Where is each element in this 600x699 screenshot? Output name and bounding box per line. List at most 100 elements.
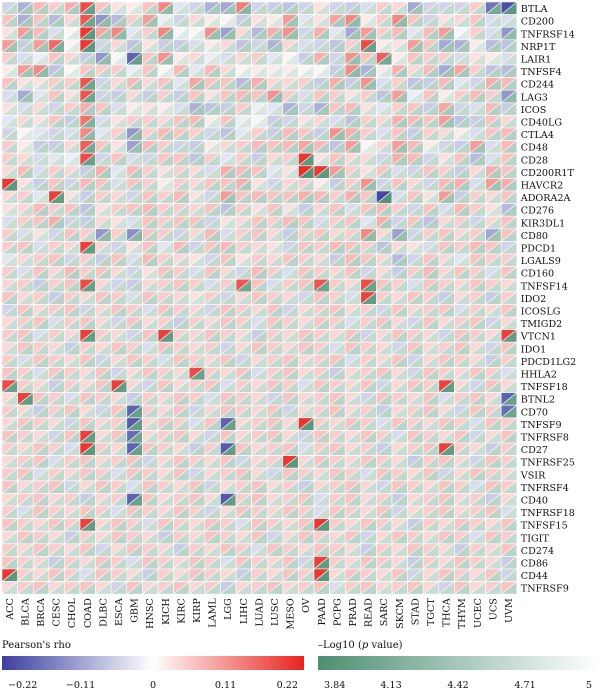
- cancer-label: PAAD: [317, 598, 328, 625]
- gene-label: CD70: [521, 407, 548, 418]
- gene-label: PDCD1LG2: [521, 357, 576, 368]
- gene-label: HHLA2: [521, 370, 557, 381]
- gene-label: TNFRSF9: [521, 584, 569, 595]
- cancer-labels: ACC BLCA BRCA CESC CHOL COAD DLBC ESCA GBM HNSC KI…: [5, 597, 515, 629]
- gene-label: CD244: [521, 80, 554, 91]
- gene-label: CD40LG: [521, 118, 562, 129]
- gene-label: BTLA: [521, 4, 549, 15]
- gene-label: CD44: [521, 571, 548, 582]
- cancer-label: UCEC: [473, 598, 484, 628]
- gene-label: CD274: [521, 546, 554, 557]
- rho-legend-ticks: −0.22 −0.11 0 0.11 0.22: [8, 680, 298, 691]
- p-legend-title: –Log10 (p value): [318, 640, 403, 651]
- gene-label: TIGIT: [521, 533, 550, 544]
- cancer-label: PRAD: [348, 598, 359, 627]
- cancer-label: THYM: [457, 598, 468, 629]
- gene-label: CD27: [521, 445, 548, 456]
- gene-label: LAG3: [521, 92, 548, 103]
- gene-label: TNFRSF14: [521, 29, 575, 40]
- gene-label: TNFRSF18: [521, 508, 575, 519]
- cancer-label: OV: [301, 597, 312, 613]
- gene-label: ICOS: [521, 105, 547, 116]
- p-legend-ticks: 3.84 4.13 4.42 4.71 5: [324, 680, 592, 691]
- legend-tick-label: 4.71: [514, 680, 535, 691]
- cancer-label: KIRP: [192, 598, 203, 623]
- legend-tick-label: 4.42: [447, 680, 468, 691]
- gene-label: CD86: [521, 559, 548, 570]
- gene-label: BTNL2: [521, 395, 555, 406]
- cancer-label: SARC: [379, 598, 390, 626]
- rho-legend: Pearson's rho −0.22 −0.11 0 0.11 0.22: [2, 640, 304, 691]
- gene-label: HAVCR2: [521, 181, 563, 192]
- cancer-label: CHOL: [67, 598, 78, 629]
- legend-tick-label: 4.13: [380, 680, 401, 691]
- cancer-label: BRCA: [36, 597, 47, 627]
- gene-label: CD28: [521, 155, 548, 166]
- p-legend-prefix: –Log10 (: [318, 640, 362, 651]
- rho-legend-title: Pearson's rho: [2, 640, 71, 651]
- p-colorbar: [318, 656, 598, 670]
- gene-label: CTLA4: [521, 130, 554, 141]
- pvalue-cell: [500, 580, 518, 595]
- legend-tick-label: 0: [150, 680, 156, 691]
- cancer-label: SKCM: [395, 598, 406, 629]
- rho-colorbar: [2, 656, 304, 670]
- cancer-label: ESCA: [114, 597, 125, 626]
- cancer-label: KIRC: [176, 598, 187, 624]
- cancer-label: THCA: [442, 597, 453, 627]
- cancer-label: LIHC: [239, 598, 250, 624]
- cancer-label: LAML: [208, 598, 219, 628]
- cancer-label: KICH: [161, 598, 172, 625]
- gene-label: ICOSLG: [521, 307, 561, 318]
- legend-tick-label: 0.22: [277, 680, 298, 691]
- cancer-label: LUSC: [270, 598, 281, 626]
- legend-tick-label: 3.84: [324, 680, 345, 691]
- gene-label: VTCN1: [520, 332, 556, 343]
- gene-label: TNFSF15: [521, 521, 568, 532]
- cancer-label: UVM: [504, 598, 515, 623]
- legend-tick-label: 5: [586, 680, 592, 691]
- p-legend-suffix: value): [368, 640, 402, 651]
- p-value-legend: –Log10 (p value) 3.84 4.13 4.42 4.71 5: [318, 640, 598, 691]
- gene-label: CD48: [521, 143, 548, 154]
- legend-tick-label: 0.11: [215, 680, 236, 691]
- gene-label: TNFSF18: [521, 382, 568, 393]
- cancer-label: COAD: [83, 598, 94, 628]
- p-legend-italic: p: [362, 640, 369, 651]
- gene-label: PDCD1: [521, 244, 556, 255]
- gene-label: CD200: [521, 17, 554, 28]
- gene-label: CD200R1T: [521, 168, 575, 179]
- cancer-label: TGCT: [426, 598, 437, 626]
- gene-label: TNFSF9: [521, 420, 562, 431]
- gene-label: TNFSF14: [521, 281, 568, 292]
- gene-label: LGALS9: [521, 256, 561, 267]
- gene-label: LAIR1: [521, 55, 551, 66]
- gene-label: VSIR: [520, 470, 546, 481]
- cancer-label: GBM: [130, 598, 141, 623]
- gene-label: CD40: [521, 496, 548, 507]
- heatmap-cells: [1, 1, 518, 595]
- cancer-label: STAD: [410, 598, 421, 625]
- gene-label: IDO2: [521, 294, 546, 305]
- cancer-label: LUAD: [254, 598, 265, 627]
- gene-label: TNFSF4: [521, 67, 562, 78]
- gene-label: IDO1: [521, 344, 546, 355]
- legend-tick-label: −0.22: [8, 680, 37, 691]
- gene-label: CD80: [521, 231, 548, 242]
- cancer-label: BLCA: [20, 597, 31, 626]
- gene-label: CD160: [521, 269, 554, 280]
- gene-label: CD276: [521, 206, 554, 217]
- cancer-label: ACC: [5, 598, 16, 621]
- cancer-label: HNSC: [145, 598, 156, 629]
- cancer-label: MESO: [286, 598, 297, 629]
- gene-label: KIR3DL1: [521, 218, 565, 229]
- gene-label: NRP1T: [521, 42, 556, 53]
- gene-label: TMIGD2: [521, 319, 562, 330]
- gene-label: TNFRSF25: [521, 458, 575, 469]
- gene-label: ADORA2A: [520, 193, 572, 204]
- gene-label: TNFRSF4: [521, 483, 569, 494]
- cancer-label: CESC: [52, 598, 63, 626]
